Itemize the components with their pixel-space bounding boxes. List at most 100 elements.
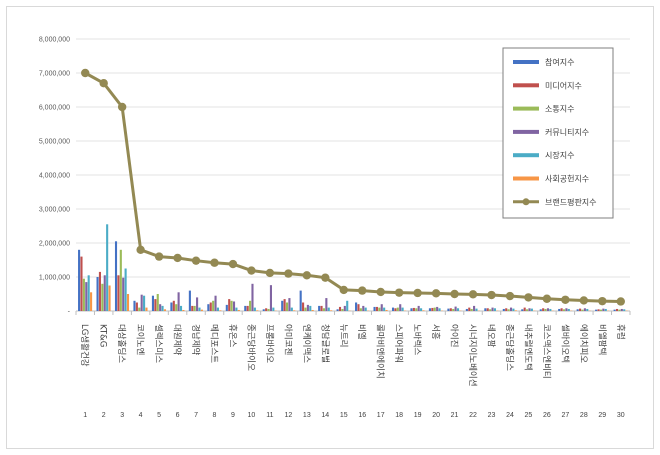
bar-1 — [521, 309, 524, 311]
bar-4 — [288, 298, 291, 311]
bar-3 — [470, 308, 473, 311]
bar-2 — [228, 299, 231, 311]
bar-5 — [604, 308, 607, 311]
bar-4 — [103, 275, 106, 311]
y-tick-label: 4,000,000 — [39, 173, 70, 180]
bar-5 — [309, 305, 312, 311]
rank-label: 18 — [395, 412, 403, 419]
bar-2 — [560, 308, 563, 311]
category-label: LG생활건강 — [79, 324, 90, 367]
line-point — [524, 293, 533, 302]
bar-1 — [465, 308, 468, 311]
bar-2 — [117, 275, 120, 311]
legend-label: 소통지수 — [545, 105, 574, 114]
bar-4 — [509, 307, 513, 311]
bar-3 — [507, 309, 510, 311]
rank-label: 29 — [598, 412, 606, 419]
bar-4 — [251, 283, 254, 311]
line-point — [561, 295, 570, 304]
bar-3 — [526, 309, 529, 311]
bar-2 — [338, 306, 342, 311]
line-point — [505, 291, 515, 301]
bar-2 — [468, 307, 471, 311]
rank-label: 13 — [303, 412, 311, 419]
bar-2 — [357, 304, 360, 311]
bar-5 — [87, 275, 90, 311]
category-label: 휴온스 — [227, 324, 237, 348]
bar-3 — [396, 307, 399, 311]
bar-2 — [154, 299, 157, 311]
rank-label: 14 — [321, 412, 329, 419]
bar-6 — [126, 294, 130, 311]
bar-3 — [322, 308, 325, 311]
category-label: 뉴트리 — [338, 324, 348, 347]
bar-5 — [383, 307, 386, 311]
bar-5 — [456, 308, 460, 311]
bar-1 — [299, 290, 302, 311]
line-point — [81, 68, 90, 78]
legend-label: 참여지수 — [545, 57, 574, 67]
bar-3 — [489, 309, 492, 311]
rank-label: 1 — [83, 412, 87, 419]
bar-5 — [272, 307, 275, 311]
bar-3 — [119, 249, 122, 311]
bar-5 — [623, 309, 626, 311]
bar-6 — [256, 310, 259, 311]
y-tick-label: 6,000,000 — [39, 105, 70, 112]
bar-3 — [618, 309, 621, 311]
line-point — [173, 253, 182, 263]
bar-3 — [378, 307, 381, 311]
bar-2 — [135, 302, 138, 311]
bar-2 — [486, 308, 489, 311]
line-point — [616, 297, 625, 306]
category-label: 메디포스트 — [209, 324, 219, 363]
category-label: 종근당바이오 — [245, 324, 256, 371]
bar-6 — [385, 309, 388, 311]
bar-5 — [253, 307, 256, 311]
bar-4 — [362, 305, 365, 311]
legend-line-marker — [522, 198, 530, 206]
bar-1 — [244, 305, 247, 311]
bar-3 — [562, 309, 566, 311]
bar-1 — [355, 302, 358, 311]
bar-1 — [336, 309, 339, 311]
bar-6 — [237, 309, 240, 311]
line-point — [542, 294, 552, 303]
bar-1 — [133, 300, 136, 311]
bar-4 — [159, 304, 162, 311]
bar-3 — [193, 305, 196, 311]
rank-label: 4 — [139, 412, 143, 419]
bar-3 — [433, 307, 436, 311]
bar-5 — [327, 307, 330, 311]
bar-2 — [191, 305, 194, 311]
bar-5 — [475, 308, 478, 311]
line-point — [136, 245, 145, 254]
bar-6 — [330, 310, 333, 311]
bar-2 — [283, 299, 286, 311]
y-tick-label: 7,000,000 — [39, 71, 70, 78]
bar-3 — [101, 283, 104, 311]
bar-2 — [375, 306, 378, 311]
bar-5 — [530, 308, 533, 311]
line-point — [376, 287, 385, 297]
bar-3 — [249, 300, 252, 311]
bar-5 — [438, 308, 441, 311]
bar-2 — [505, 308, 508, 311]
bar-5 — [346, 300, 349, 311]
bar-3 — [138, 307, 141, 311]
category-label: 스피어파워 — [393, 324, 404, 363]
rank-label: 25 — [525, 412, 533, 419]
bar-4 — [122, 277, 125, 311]
bar-1 — [613, 309, 616, 311]
legend-swatch — [513, 60, 539, 64]
line-point — [99, 79, 108, 88]
y-tick-label: 5,000,000 — [39, 139, 70, 146]
bar-series — [78, 224, 628, 311]
category-label: 엔케이맥스 — [301, 324, 312, 363]
rank-label: 28 — [580, 412, 588, 419]
category-label: 내추럴엔도텍 — [522, 324, 533, 371]
bar-3 — [175, 304, 178, 311]
bar-5 — [401, 307, 404, 311]
bar-1 — [151, 295, 154, 311]
